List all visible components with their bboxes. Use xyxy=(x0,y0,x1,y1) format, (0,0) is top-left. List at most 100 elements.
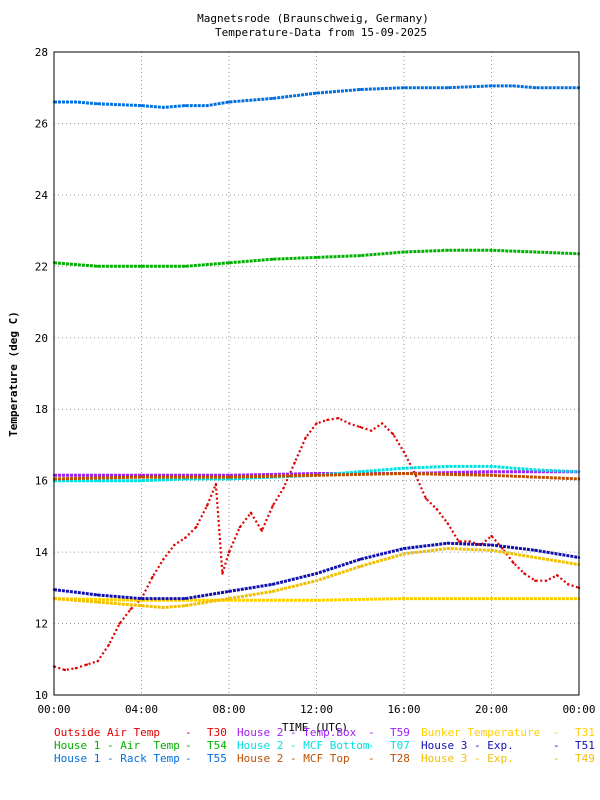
series-line-T30 xyxy=(53,417,580,672)
data-point xyxy=(96,659,99,663)
data-point xyxy=(315,599,318,602)
data-point xyxy=(490,470,493,473)
data-point xyxy=(162,597,165,600)
data-point xyxy=(359,558,362,561)
data-point xyxy=(566,583,570,586)
data-point xyxy=(359,470,362,473)
data-point xyxy=(424,497,428,500)
legend-dash: - xyxy=(368,752,375,765)
data-point xyxy=(512,561,515,565)
y-tick-label: 22 xyxy=(35,260,48,273)
data-point xyxy=(490,597,493,600)
y-tick-label: 24 xyxy=(35,189,49,202)
data-point xyxy=(140,604,143,607)
legend-dash: - xyxy=(553,752,560,765)
x-tick-label: 08:00 xyxy=(212,703,245,716)
data-point xyxy=(96,479,99,482)
data-point xyxy=(162,606,165,609)
data-point xyxy=(227,550,231,554)
data-point xyxy=(63,668,67,672)
legend-label-T30: Outside Air Temp xyxy=(54,726,160,739)
data-point xyxy=(96,102,99,105)
series-T28 xyxy=(52,472,581,481)
data-point xyxy=(534,549,537,552)
data-point xyxy=(315,579,318,582)
legend-code-T28: T28 xyxy=(390,752,410,765)
data-point xyxy=(184,604,187,607)
data-point xyxy=(402,250,406,254)
data-point xyxy=(260,529,264,532)
legend-code-T07: T07 xyxy=(390,739,410,752)
data-point xyxy=(544,579,548,582)
data-point xyxy=(457,540,460,543)
data-point xyxy=(140,475,143,479)
data-point xyxy=(391,433,395,436)
legend-dash: - xyxy=(185,726,192,739)
y-tick-label: 16 xyxy=(35,475,48,488)
data-point xyxy=(490,474,493,477)
data-point xyxy=(402,450,406,454)
y-tick-label: 12 xyxy=(35,618,48,631)
data-point xyxy=(359,565,362,568)
data-point xyxy=(534,468,537,472)
legend-label-T31: Bunker Temperature xyxy=(421,726,541,739)
y-tick-label: 14 xyxy=(35,546,49,559)
legend: Outside Air Temp - T30 House 1 - Air Temp - T… xyxy=(0,726,600,776)
data-point xyxy=(271,504,274,507)
series-T51 xyxy=(52,541,581,601)
legend-code-T49: T49 xyxy=(575,752,595,765)
data-point xyxy=(96,593,99,597)
data-point xyxy=(359,88,362,91)
legend-dash: - xyxy=(368,726,375,739)
x-tick-label: 00:00 xyxy=(562,703,595,716)
data-point xyxy=(501,547,504,550)
data-point xyxy=(446,249,449,252)
data-point xyxy=(74,100,78,104)
data-point xyxy=(85,663,89,666)
y-axis-label: Temperature (deg C) xyxy=(7,311,20,437)
data-point xyxy=(140,265,143,268)
x-tick-label: 00:00 xyxy=(37,703,70,716)
chart-title: Magnetsrode (Braunschweig, Germany) xyxy=(197,12,429,25)
series-line-T51 xyxy=(53,541,580,601)
data-point xyxy=(271,257,274,261)
data-point xyxy=(107,643,110,647)
legend-label-T59: House 2 - Temp.Box xyxy=(237,726,357,739)
legend-label-T51: House 3 - Exp. xyxy=(421,739,514,752)
data-point xyxy=(118,622,121,625)
data-point xyxy=(534,579,537,582)
data-point xyxy=(129,608,132,611)
data-point xyxy=(348,422,351,425)
data-point xyxy=(205,504,209,507)
data-point xyxy=(140,479,143,482)
legend-label-T07: House 2 - MCF Bottom xyxy=(237,739,370,752)
x-tick-label: 20:00 xyxy=(475,703,508,716)
data-point xyxy=(359,254,362,257)
data-point xyxy=(140,597,143,600)
data-point xyxy=(194,525,198,529)
legend-label-T28: House 2 - MCF Top xyxy=(237,752,350,765)
data-point xyxy=(221,572,224,575)
data-point xyxy=(293,461,296,465)
data-point xyxy=(326,418,329,422)
series-T55 xyxy=(52,84,581,109)
data-point xyxy=(490,534,493,538)
legend-dash: - xyxy=(553,739,560,752)
legend-code-T51: T51 xyxy=(575,739,595,752)
data-point xyxy=(162,558,165,561)
data-point xyxy=(402,552,406,556)
data-point xyxy=(162,106,165,109)
data-point xyxy=(315,422,318,425)
data-point xyxy=(173,543,176,547)
y-tick-label: 20 xyxy=(35,332,48,345)
y-tick-label: 26 xyxy=(35,117,48,130)
data-point xyxy=(271,583,274,586)
data-point xyxy=(534,86,537,89)
data-point xyxy=(238,525,242,529)
data-point xyxy=(490,465,493,468)
chart-subtitle: Temperature-Data from 15-09-2025 xyxy=(215,26,427,39)
data-point xyxy=(359,425,362,429)
legend-dash: - xyxy=(368,739,375,752)
y-tick-label: 10 xyxy=(35,689,48,702)
